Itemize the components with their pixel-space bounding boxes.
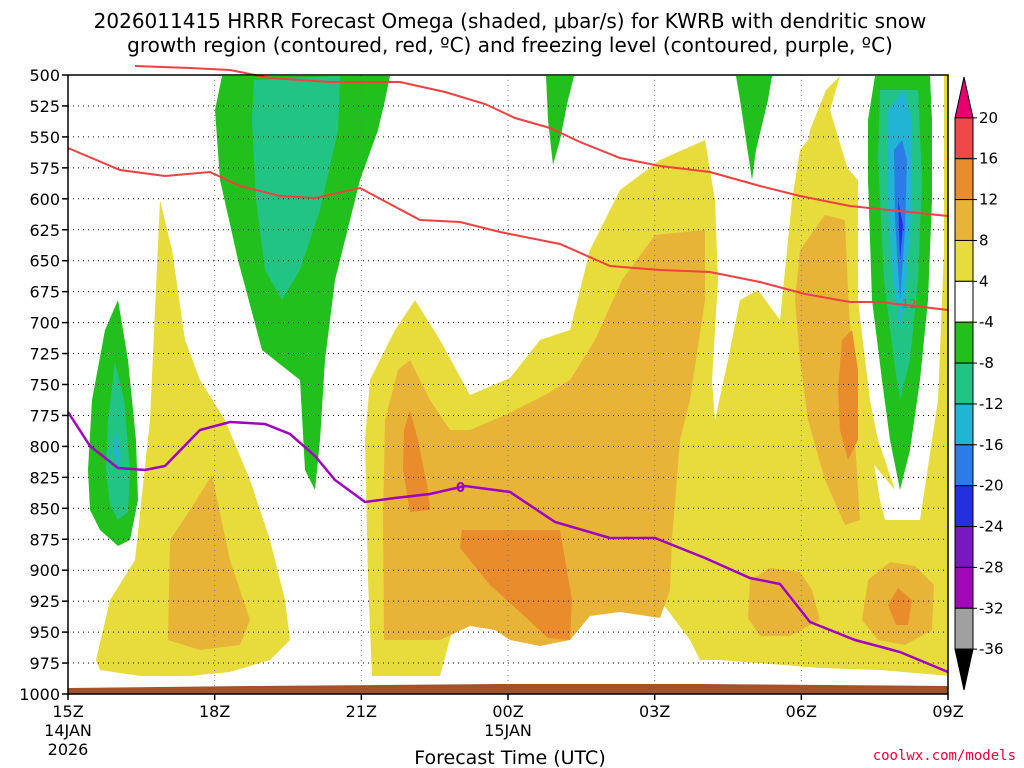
chart-title-line1: 2026011415 HRRR Forecast Omega (shaded, … (94, 9, 927, 33)
y-tick-label: 775 (29, 406, 60, 425)
omega-region-dark-orange-4 (888, 588, 912, 625)
y-tick-label: 500 (29, 66, 60, 85)
freezing-level-label: 0 (456, 481, 465, 496)
x-tick-label: 09Z (932, 702, 963, 721)
colorbar-swatch (954, 199, 974, 241)
omega-region-orange-right (795, 215, 860, 525)
colorbar-label: 8 (979, 231, 989, 249)
colorbar-label: 12 (979, 191, 998, 209)
colorbar-label: -8 (979, 354, 994, 372)
omega-region-teal-big (252, 76, 340, 300)
x-tick-date: 15JAN (484, 721, 532, 740)
x-tick-label: 15Z (52, 702, 83, 721)
colorbar-swatch (954, 566, 974, 609)
colorbar-label: 20 (979, 109, 998, 127)
colorbar-swatch (954, 403, 974, 446)
y-tick-label: 1000 (19, 685, 60, 704)
colorbar: 20 16 12 8 4 -4 -8 -12 -16 -20 -24 -28 -32 -36 (954, 76, 1004, 691)
x-tick-date: 14JAN (44, 721, 92, 740)
red-isotherm-upper (134, 65, 949, 217)
omega-region-orange-lowright (748, 568, 820, 636)
omega-region-green-streak-2 (736, 76, 772, 180)
colorbar-swatch (954, 158, 974, 201)
colorbar-swatch-bottom (954, 648, 974, 691)
colorbar-swatch-top (954, 76, 974, 119)
y-tick-label: 525 (29, 97, 60, 116)
grid-lines (68, 75, 948, 694)
x-tick-label: 06Z (786, 702, 817, 721)
colorbar-swatch (954, 117, 974, 160)
x-axis-label: Forecast Time (UTC) (414, 747, 605, 768)
omega-region-darkblue-right (898, 200, 903, 260)
colorbar-label: -12 (979, 395, 1004, 413)
omega-region-cyan-left (113, 430, 120, 470)
omega-region-dark-orange-1 (403, 410, 430, 512)
purple-freezing-level (66, 411, 949, 674)
colorbar-label: -28 (979, 558, 1004, 576)
y-tick-label: 875 (29, 530, 60, 549)
colorbar-label: -24 (979, 518, 1004, 536)
colorbar-label: 16 (979, 150, 998, 168)
colorbar-swatch (954, 607, 974, 650)
x-tick-label: 00Z (492, 702, 523, 721)
y-tick-label: 975 (29, 654, 60, 673)
y-tick-label: 925 (29, 592, 60, 611)
y-tick-label: 800 (29, 437, 60, 456)
chart-title-line2: growth region (contoured, red, ºC) and f… (127, 33, 893, 57)
y-tick-label: 675 (29, 283, 60, 302)
red-isotherm-lower (67, 147, 949, 311)
colorbar-label: -36 (979, 640, 1004, 658)
y-tick-label: 900 (29, 561, 60, 580)
credit-text: coolwx.com/models (873, 748, 1016, 764)
colorbar-label: -32 (979, 599, 1004, 617)
colorbar-label: -4 (979, 313, 994, 331)
y-axis: 500 525 550 575 600 625 650 675 700 725 750 775 800 8… (19, 66, 68, 704)
colorbar-swatch (954, 485, 974, 528)
omega-region-orange-left (168, 475, 250, 650)
omega-region-dark-orange-2 (460, 530, 572, 640)
y-tick-label: 575 (29, 159, 60, 178)
colorbar-label: -20 (979, 477, 1004, 495)
omega-shading (68, 76, 948, 694)
colorbar-swatch (954, 444, 974, 487)
colorbar-label: 4 (979, 272, 989, 290)
x-tick-label: 21Z (346, 702, 377, 721)
y-tick-label: 750 (29, 376, 60, 395)
y-tick-label: 950 (29, 623, 60, 642)
omega-region-green-streak-1 (546, 76, 574, 165)
y-tick-label: 650 (29, 252, 60, 271)
colorbar-swatch (954, 280, 974, 323)
y-tick-label: 825 (29, 468, 60, 487)
y-tick-label: 600 (29, 190, 60, 209)
x-tick-year: 2026 (48, 740, 89, 759)
colorbar-swatch (954, 362, 974, 405)
ground-surface (68, 684, 948, 694)
colorbar-swatch (954, 321, 974, 364)
colorbar-label: -16 (979, 436, 1004, 454)
omega-region-dark-orange-3 (838, 330, 858, 460)
colorbar-swatch (954, 239, 974, 282)
y-tick-label: 725 (29, 345, 60, 364)
y-tick-label: 850 (29, 499, 60, 518)
y-tick-label: 700 (29, 314, 60, 333)
y-tick-label: 550 (29, 128, 60, 147)
y-tick-label: 625 (29, 221, 60, 240)
x-tick-label: 18Z (199, 702, 230, 721)
red-isotherm-label: -12 (897, 297, 917, 311)
colorbar-swatch (954, 526, 974, 568)
x-tick-label: 03Z (639, 702, 670, 721)
